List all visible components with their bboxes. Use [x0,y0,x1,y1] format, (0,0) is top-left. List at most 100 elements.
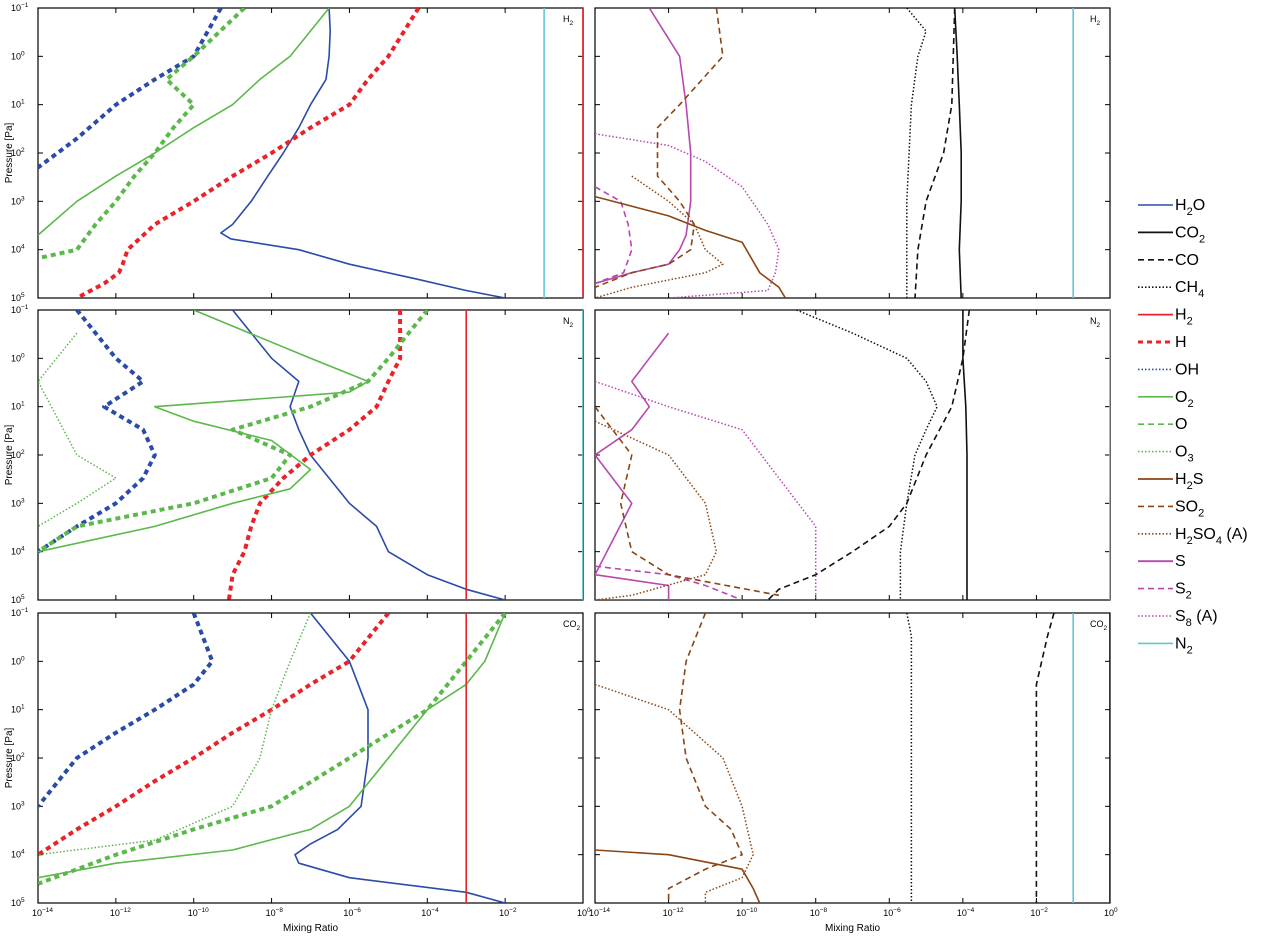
background-gas-label: H2 [563,14,574,27]
series-line-h2s [595,195,787,298]
legend-item-h2o: H2O [1138,197,1205,218]
y-tick-label: 105 [11,292,25,303]
series-line-h2so4 [595,175,724,298]
y-tick-label: 105 [11,594,25,605]
x-tick-label: 10−10 [188,907,209,918]
background-gas-label: N2 [1090,316,1101,329]
legend-item-o: O [1138,416,1187,433]
series-line-s8 [595,380,817,600]
y-tick-label: 104 [11,849,25,860]
legend-item-oh: OH [1138,361,1199,378]
axes-box [594,612,1111,904]
legend-label: O [1175,416,1187,433]
series-line-o2 [38,613,506,879]
series-line-s [595,8,692,285]
series-line-o [38,310,429,554]
x-tick-label: 10−12 [110,907,131,918]
x-tick-label: 10−14 [32,907,53,918]
legend-label: S2 [1175,581,1192,602]
legend-label: O3 [1175,444,1194,465]
axes-box [594,309,1111,601]
y-axis-label: Pressure [Pa] [4,122,15,183]
legend-label: S [1175,553,1186,570]
y-tick-label: 101 [11,704,25,715]
y-tick-label: 104 [11,546,25,557]
y-tick-label: 101 [11,99,25,110]
legend-label: H2O [1175,197,1205,218]
chart-panel-4: N2 [594,309,1111,601]
legend-label: SO2 [1175,498,1204,519]
legend-label: H2S [1175,471,1203,492]
legend-item-o2: O2 [1138,389,1194,410]
series-line-o2 [38,310,369,553]
y-axis-label: Pressure [Pa] [4,727,15,788]
series-line-co [767,310,971,600]
series-line-o [38,8,246,261]
legend-label: S8 (A) [1175,608,1218,629]
y-tick-label: 10−1 [11,304,29,315]
y-tick-label: 100 [11,655,25,666]
series-line-co [914,8,956,298]
series-line-h2s [595,849,761,903]
legend-item-n2: N2 [1138,635,1193,656]
background-gas-label: H2 [1090,14,1101,27]
legend-label: N2 [1175,635,1193,656]
series-line-s2 [595,186,633,285]
x-tick-label: 10−8 [810,907,828,918]
legend-item-h2: H2 [1138,307,1193,328]
x-tick-label: 10−12 [663,907,684,918]
legend-item-s8: S8 (A) [1138,608,1218,629]
chart-panel-2: H2 [594,7,1111,299]
chart-panel-1: 10−1 100 101 102 103 104 105 Pressure [Pa] H2 [4,2,584,303]
legend-label: O2 [1175,389,1194,410]
x-tick-label: 100 [1104,907,1118,918]
legend-item-co2: CO2 [1138,224,1205,245]
background-gas-label: N2 [563,316,574,329]
series-line-h2o [294,613,506,903]
y-tick-label: 103 [11,497,25,508]
legend-label: CO2 [1175,224,1205,245]
legend: H2O CO2 CO CH4 H2 H OH O2 O O3 H2S SO2 H2SO4 (A) S S2 S… [1138,197,1248,656]
series-line-ch4 [906,613,913,903]
y-tick-label: 102 [11,449,25,460]
y-tick-label: 102 [11,147,25,158]
legend-label: CH4 [1175,279,1204,300]
series-line-o [38,613,507,886]
legend-item-ch4: CH4 [1138,279,1204,300]
chart-panel-3: 10−1 100 101 102 103 104 105 Pressure [Pa] N2 [4,304,584,605]
legend-item-h: H [1138,334,1187,351]
legend-item-s2: S2 [1138,581,1192,602]
y-tick-label: 101 [11,401,25,412]
legend-item-co: CO [1138,252,1199,269]
x-tick-label: 10−4 [421,907,439,918]
y-axis-label: Pressure [Pa] [4,424,15,485]
x-tick-label: 10−6 [343,907,361,918]
axes-box [37,612,584,904]
series-line-o3 [38,332,117,528]
series-line-o2 [38,8,330,236]
y-tick-label: 102 [11,752,25,763]
legend-label: H [1175,334,1187,351]
legend-label: H2SO4 (A) [1175,526,1248,547]
y-tick-label: 105 [11,897,25,908]
series-line-ch4 [796,310,938,600]
legend-item-h2so4: H2SO4 (A) [1138,526,1248,547]
background-gas-label: CO2 [1090,619,1108,632]
y-tick-label: 104 [11,244,25,255]
y-tick-label: 103 [11,195,25,206]
x-tick-label: 10−4 [957,907,975,918]
series-line-so2 [667,613,743,903]
background-gas-label: CO2 [563,619,581,632]
legend-label: H2 [1175,307,1193,328]
x-tick-label: 10−14 [589,907,610,918]
series-line-h2o [220,8,506,298]
chart-panel-5: 10−14 10−12 10−10 10−8 10−6 10−4 10−2 100 10−1 10… [4,607,591,934]
axes-box [37,7,584,299]
series-line-co [1035,613,1055,903]
series-line-oh [38,8,223,170]
axes-box [594,7,1111,299]
series-line-h2so4 [595,420,718,600]
x-tick-label: 10−2 [1030,907,1048,918]
series-line-s8 [595,133,780,298]
